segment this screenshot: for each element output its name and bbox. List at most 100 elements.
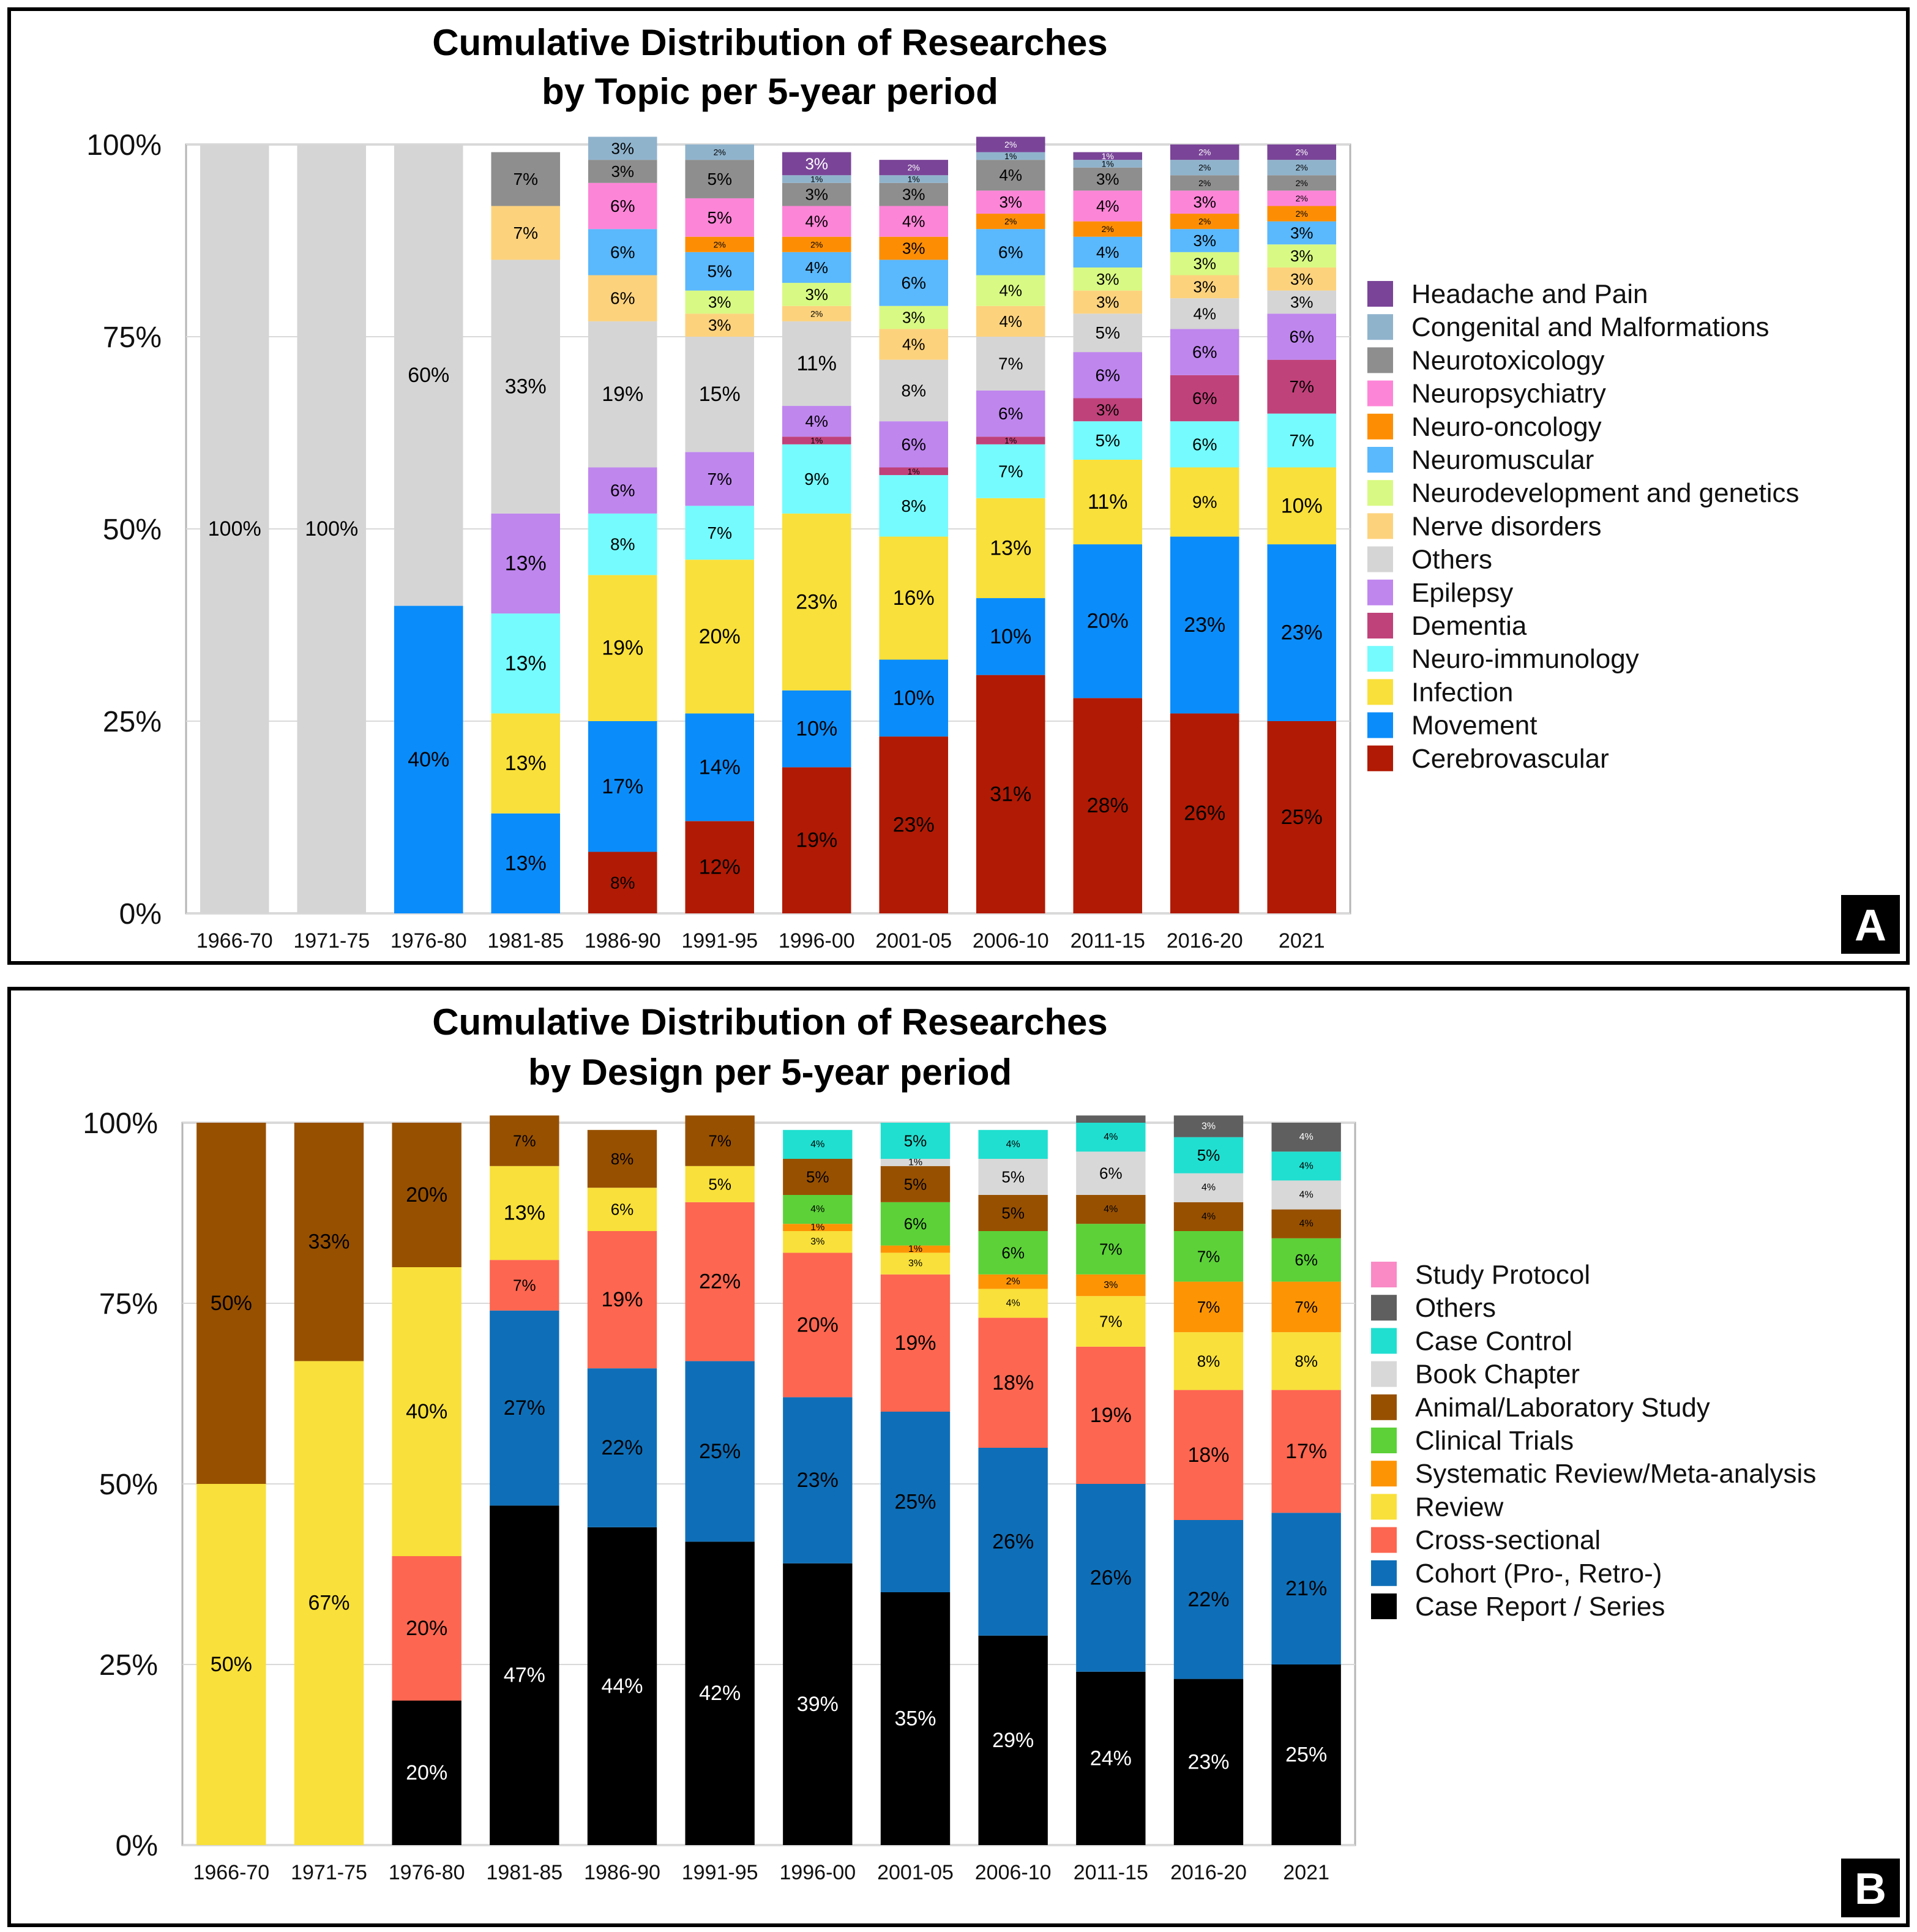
topic-data-label: 12% [699, 856, 741, 879]
design-bar-cross-sectional-1981-85 [490, 1260, 559, 1311]
design-bar-clinical-trials-2001-05 [880, 1202, 951, 1246]
design-bar-review-1986-90 [587, 1188, 657, 1231]
design-bar-others-2016-20 [1173, 1115, 1244, 1137]
design-data-label: 26% [1090, 1566, 1132, 1589]
topic-data-label: 2% [908, 163, 920, 173]
design-bar-animal-laboratory-study-1981-85 [490, 1115, 559, 1166]
topic-bar-neuro-oncology-2016-20 [1170, 214, 1239, 230]
design-bar-book-chapter-2016-20 [1173, 1173, 1244, 1202]
design-y-tick-label: 100% [83, 1107, 158, 1140]
topic-data-label: 6% [610, 197, 635, 215]
design-bar-case-report-series-2021 [1271, 1664, 1341, 1845]
design-bar-clinical-trials-1996-00 [783, 1195, 853, 1224]
design-x-tick-label: 2021 [1283, 1861, 1329, 1884]
design-x-tick-label: 1966-70 [193, 1861, 269, 1884]
design-data-label: 4% [1201, 1211, 1216, 1222]
topic-bar-others-1986-90 [588, 321, 657, 468]
topic-bar-neuro-oncology-2021 [1267, 206, 1337, 222]
design-bar-cohort-pro-retro-2001-05 [880, 1412, 951, 1592]
design-data-label: 33% [308, 1230, 349, 1254]
design-legend-swatch-clinical-trials [1371, 1428, 1397, 1453]
topic-bar-dementia-2006-10 [976, 436, 1045, 444]
design-data-label: 19% [601, 1288, 643, 1311]
design-bar-review-1996-00 [783, 1231, 853, 1253]
design-data-label: 22% [601, 1436, 643, 1459]
topic-bar-neurotoxicology-1986-90 [588, 160, 657, 183]
topic-data-label: 3% [1193, 255, 1216, 273]
topic-bar-cerebrovascular-2011-15 [1073, 698, 1143, 913]
topic-bar-headache-and-pain-2001-05 [879, 160, 949, 176]
panel-a-topic-chart: Cumulative Distribution of Researches by … [7, 7, 1910, 965]
topic-y-tick-label: 50% [103, 514, 162, 546]
topic-legend-swatch-movement [1367, 712, 1393, 738]
topic-bar-epilepsy-2016-20 [1170, 329, 1239, 375]
design-bar-review-2021 [1271, 1332, 1341, 1390]
topic-data-label: 20% [1087, 610, 1129, 633]
topic-bar-movement-2021 [1267, 544, 1337, 721]
topic-x-tick-label: 1971-75 [293, 929, 370, 953]
topic-bar-neuromuscular-2001-05 [879, 260, 949, 306]
topic-bar-headache-and-pain-1996-00 [782, 152, 851, 176]
topic-bar-epilepsy-2001-05 [879, 421, 949, 468]
topic-data-label: 8% [610, 873, 635, 892]
topic-bar-epilepsy-1981-85 [491, 513, 561, 614]
design-legend-label-others: Others [1415, 1293, 1496, 1323]
design-data-label: 1% [908, 1244, 922, 1254]
design-legend-swatch-cohort-pro-retro [1371, 1560, 1397, 1586]
topic-bar-dementia-2011-15 [1073, 398, 1143, 422]
design-legend-label-case-report-series: Case Report / Series [1415, 1592, 1665, 1622]
topic-bar-others-2001-05 [879, 359, 949, 422]
topic-legend-swatch-neurotoxicology [1367, 347, 1393, 373]
topic-bar-dementia-2016-20 [1170, 375, 1239, 422]
design-bar-case-report-series-1981-85 [490, 1505, 559, 1845]
design-bar-case-control-2006-10 [978, 1129, 1048, 1159]
design-bar-case-report-series-2006-10 [978, 1635, 1048, 1845]
topic-bar-neuro-oncology-2001-05 [879, 236, 949, 260]
design-data-label: 25% [1285, 1743, 1327, 1767]
topic-bar-nerve-disorders-2011-15 [1073, 290, 1143, 314]
topic-legend-label-dementia: Dementia [1411, 611, 1527, 641]
topic-bar-neuro-oncology-2006-10 [976, 214, 1045, 230]
topic-bar-nerve-disorders-1991-95 [685, 313, 755, 337]
design-bar-case-report-series-2016-20 [1173, 1679, 1244, 1845]
design-data-label: 4% [810, 1204, 824, 1215]
design-data-label: 4% [1299, 1190, 1313, 1200]
topic-bar-neurotoxicology-2021 [1267, 175, 1337, 191]
topic-legend-swatch-neuromuscular [1367, 447, 1393, 473]
topic-data-label: 3% [1290, 223, 1313, 242]
topic-data-label: 10% [1281, 494, 1323, 517]
topic-bar-neuromuscular-1986-90 [588, 229, 657, 275]
topic-bar-others-1971-75 [297, 144, 367, 913]
design-bar-case-control-1996-00 [783, 1129, 853, 1159]
design-data-label: 7% [513, 1276, 536, 1295]
topic-data-label: 3% [708, 316, 731, 334]
topic-data-label: 23% [1184, 613, 1225, 637]
topic-data-label: 2% [810, 239, 823, 249]
topic-legend-swatch-congenital-and-malformations [1367, 314, 1393, 340]
design-data-label: 7% [1099, 1240, 1123, 1259]
design-data-label: 19% [1090, 1404, 1132, 1427]
design-bar-cross-sectional-2011-15 [1076, 1346, 1146, 1484]
topic-data-label: 10% [796, 717, 837, 741]
design-legend-label-clinical-trials: Clinical Trials [1415, 1426, 1574, 1456]
design-data-label: 2% [1006, 1276, 1020, 1287]
topic-bar-epilepsy-1991-95 [685, 452, 755, 506]
design-data-label: 4% [810, 1139, 824, 1150]
topic-data-label: 4% [805, 212, 828, 231]
topic-bar-epilepsy-1986-90 [588, 467, 657, 514]
topic-data-label: 4% [999, 312, 1022, 331]
design-data-label: 8% [611, 1150, 634, 1168]
topic-bar-neurotoxicology-2016-20 [1170, 175, 1239, 191]
design-title-line-2: by Design per 5-year period [528, 1052, 1012, 1093]
topic-bar-infection-1991-95 [685, 560, 755, 714]
design-data-label: 17% [1285, 1440, 1327, 1463]
topic-data-label: 6% [610, 481, 635, 500]
topic-bar-neuromuscular-1991-95 [685, 252, 755, 291]
topic-bar-neurodevelopment-and-genetics-2016-20 [1170, 252, 1239, 275]
topic-x-tick-label: 2001-05 [875, 929, 952, 953]
design-bar-cohort-pro-retro-2011-15 [1076, 1484, 1146, 1672]
topic-data-label: 6% [1290, 328, 1314, 346]
topic-bar-nerve-disorders-2016-20 [1170, 275, 1239, 299]
design-data-label: 20% [797, 1313, 839, 1336]
topic-panel-letter: A [1855, 901, 1886, 950]
